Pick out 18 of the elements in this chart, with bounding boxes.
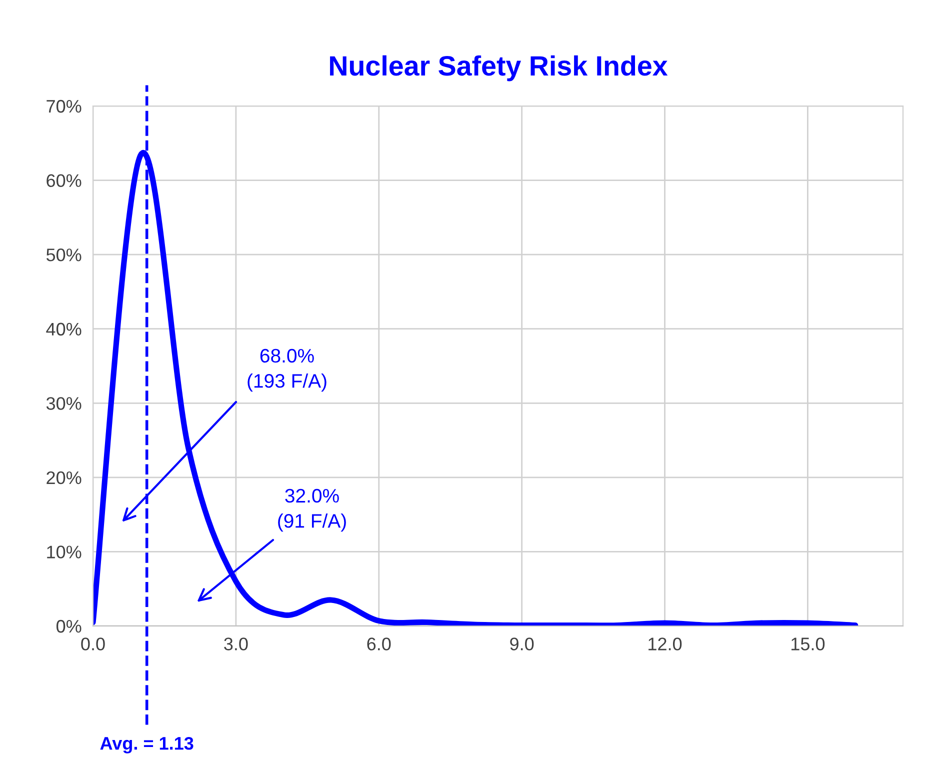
y-tick-label: 60%: [46, 174, 82, 188]
ref-line-label: Avg. = 1.13: [100, 736, 194, 754]
x-tick-label: 0.0: [81, 638, 105, 650]
x-tick-label: 15.0: [792, 638, 825, 650]
chart-title: Nuclear Safety Risk Index: [330, 55, 668, 82]
y-tick-label: 30%: [46, 397, 82, 410]
y-tick-label: 50%: [46, 248, 82, 262]
y-tick-label: 10%: [47, 546, 82, 558]
y-tick-label: 40%: [46, 322, 82, 336]
x-tick-label: 9.0: [510, 638, 534, 650]
x-tick-label: 3.0: [224, 638, 248, 650]
annotation: 32.0% (91 F/A): [278, 488, 346, 532]
annotation: 68.0% (193 F/A): [248, 348, 326, 392]
y-tick-label: 20%: [46, 471, 82, 484]
x-tick-label: 12.0: [648, 638, 682, 650]
y-tick-label: 0%: [56, 620, 82, 633]
x-tick-label: 6.0: [367, 638, 391, 650]
y-tick-label: 70%: [46, 100, 82, 113]
